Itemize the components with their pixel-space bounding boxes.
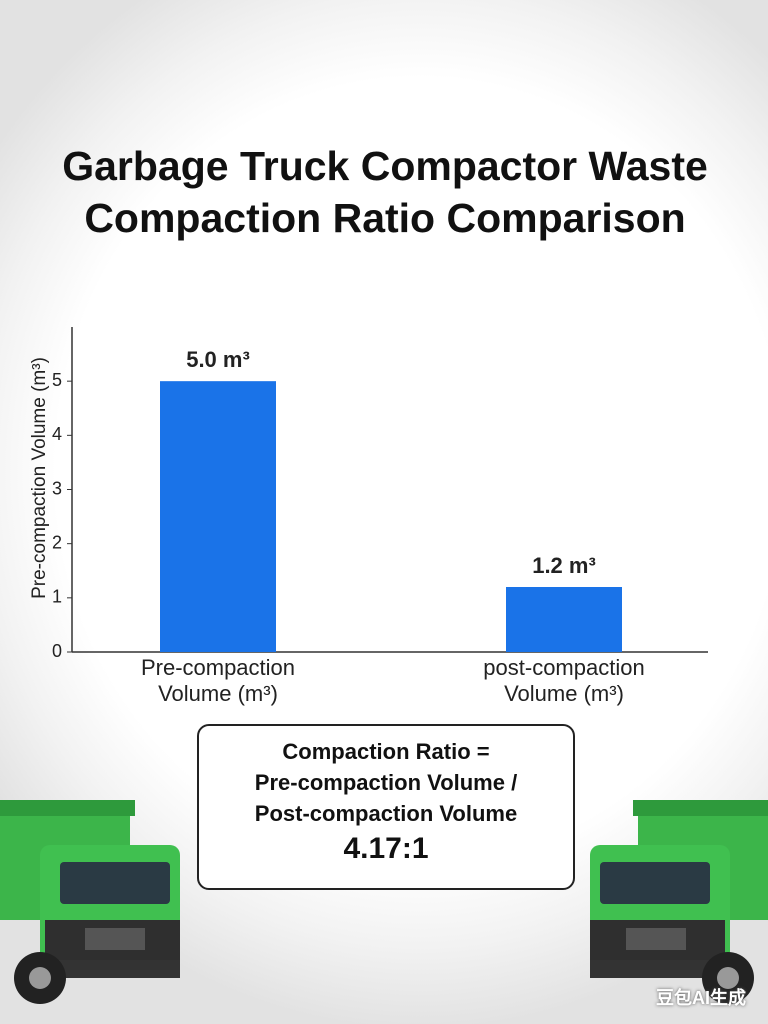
- value-label: 1.2 m³: [532, 553, 596, 578]
- x-tick-label: Pre-compaction Volume (m³): [140, 655, 296, 706]
- annotation: 4.17:1: [343, 832, 429, 865]
- y-tick-label: 5: [52, 370, 62, 390]
- watermark: 豆包AI生成: [656, 988, 746, 1008]
- y-tick-label: 3: [52, 478, 62, 498]
- chart-title: Garbage Truck Compactor Waste Compaction…: [62, 143, 708, 241]
- y-tick-label: 1: [52, 587, 62, 607]
- x-tick-label: post-compaction Volume (m³): [483, 655, 645, 706]
- y-tick-label: 4: [52, 424, 62, 444]
- annotation: Pre-compaction Volume /: [254, 770, 518, 795]
- value-label: 5.0 m³: [186, 347, 250, 372]
- y-tick-label: 2: [52, 532, 62, 552]
- formula-box: Compaction Ratio = Pre-compaction Volume…: [197, 724, 575, 890]
- chart: Pre-compaction Volume (m³) 0 1 2 3 4 5 5.0 m³ 1.…: [29, 327, 708, 661]
- annotation: Post-compaction Volume: [254, 801, 518, 826]
- y-axis-title: Pre-compaction Volume (m³): [29, 357, 50, 599]
- bar: [506, 587, 622, 652]
- annotation: Compaction Ratio =: [282, 739, 490, 764]
- y-tick-label: 0: [52, 641, 62, 661]
- truck-left: [0, 800, 180, 1004]
- truck-right: [590, 800, 768, 1004]
- bar: [160, 381, 276, 652]
